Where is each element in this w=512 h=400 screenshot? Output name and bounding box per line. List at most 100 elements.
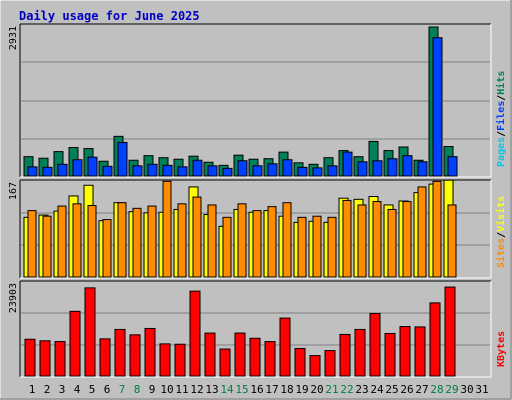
bar-files-day-20	[312, 167, 323, 177]
day-label: 8	[134, 383, 141, 396]
bar-sites-day-7	[117, 202, 127, 278]
legend-kbytes: KBytes	[496, 331, 507, 367]
bar-sites-day-10	[162, 180, 172, 278]
day-label: 28	[430, 383, 443, 396]
bar-kbytes-day-2	[39, 340, 51, 377]
bars-hits	[23, 26, 458, 177]
bar-sites-day-11	[177, 203, 187, 278]
panel-kbytes: 23903 KBytes	[8, 280, 507, 378]
day-label: 25	[385, 383, 398, 396]
day-label: 22	[340, 383, 353, 396]
bar-files-day-10	[162, 164, 173, 177]
bar-files-day-23	[357, 161, 368, 177]
day-label: 9	[149, 383, 156, 396]
legend-item: /	[496, 131, 507, 137]
bar-kbytes-day-7	[114, 328, 126, 377]
chart-title: Daily usage for June 2025	[19, 9, 200, 23]
bar-kbytes-day-11	[174, 343, 186, 377]
bar-sites-day-8	[132, 207, 142, 278]
bar-kbytes-day-20	[309, 355, 321, 377]
legend-item: KBytes	[496, 331, 507, 367]
day-label: 7	[119, 383, 126, 396]
bar-files-day-28	[432, 37, 443, 177]
day-label: 15	[235, 383, 248, 396]
day-label: 31	[475, 383, 488, 396]
bar-files-day-4	[72, 159, 83, 177]
bar-files-day-16	[252, 165, 263, 177]
bar-kbytes-day-6	[99, 338, 111, 377]
bar-sites-day-25	[387, 208, 397, 278]
bar-kbytes-day-18	[279, 317, 291, 377]
bar-sites-day-2	[42, 215, 52, 278]
bar-files-day-11	[177, 166, 188, 177]
bar-sites-day-13	[207, 204, 217, 278]
day-label: 14	[220, 383, 234, 396]
bar-kbytes-day-26	[399, 326, 411, 377]
day-label: 5	[89, 383, 96, 396]
bar-sites-day-29	[447, 204, 457, 278]
bar-files-day-2	[42, 166, 53, 177]
day-label: 19	[295, 383, 308, 396]
bar-sites-day-17	[267, 206, 277, 278]
bar-files-day-22	[342, 151, 353, 177]
bars-kbytes	[24, 286, 456, 377]
bar-sites-day-28	[432, 180, 442, 278]
bar-kbytes-day-5	[84, 287, 96, 377]
chart-panels: 2931Pages/Files/Hits167Sites/Visits23903…	[8, 23, 507, 378]
legend-item: Files	[495, 101, 507, 131]
bar-kbytes-day-22	[339, 333, 351, 377]
bar-files-day-12	[192, 159, 203, 177]
day-label: 27	[415, 383, 428, 396]
bar-sites-day-20	[312, 215, 322, 278]
bar-sites-day-23	[357, 204, 367, 278]
bar-files-day-29	[447, 156, 458, 177]
bar-sites-day-22	[342, 199, 352, 278]
bar-kbytes-day-10	[159, 343, 171, 377]
legend-item: /	[496, 232, 507, 238]
bar-sites-day-4	[72, 203, 82, 278]
bar-files-day-15	[237, 160, 248, 177]
bar-sites-day-24	[372, 201, 382, 278]
bar-kbytes-day-14	[219, 348, 231, 377]
day-label: 3	[59, 383, 66, 396]
bar-kbytes-day-9	[144, 327, 156, 377]
day-label: 18	[280, 383, 293, 396]
day-label: 11	[175, 383, 188, 396]
day-label: 12	[190, 383, 203, 396]
day-label: 4	[74, 383, 81, 396]
bar-kbytes-day-3	[54, 341, 66, 377]
bar-kbytes-day-27	[414, 326, 426, 377]
bar-files-day-19	[297, 166, 308, 177]
bar-sites-day-14	[222, 216, 232, 278]
day-label: 29	[445, 383, 458, 396]
bar-files-day-8	[132, 165, 143, 177]
bar-sites-day-12	[192, 196, 202, 278]
y-max-label-hits: 2931	[8, 26, 19, 50]
bar-files-day-27	[417, 161, 428, 177]
y-max-label-visits: 167	[8, 182, 19, 200]
bar-files-day-17	[267, 163, 278, 177]
bar-sites-day-27	[417, 186, 427, 278]
bar-kbytes-day-4	[69, 310, 81, 377]
bar-sites-day-26	[402, 201, 412, 278]
bar-kbytes-day-17	[264, 341, 276, 377]
day-label: 21	[325, 383, 338, 396]
bar-files-day-7	[117, 141, 128, 177]
bar-sites-day-21	[327, 216, 337, 278]
bar-sites-day-16	[252, 210, 262, 278]
bar-files-day-21	[327, 165, 338, 177]
x-axis-day-labels: 1 2 3 4 5 6 7 8 9 10 11 12 13 14 15 16 17 18 19 20 21 22 23 24 2…	[29, 383, 489, 396]
bar-files-day-26	[402, 155, 413, 177]
bar-files-day-24	[372, 160, 383, 177]
day-label: 16	[250, 383, 263, 396]
bar-files-day-13	[207, 165, 218, 177]
bar-files-day-14	[222, 167, 233, 177]
legend-item: /	[496, 95, 507, 101]
legend-item: Sites	[495, 238, 507, 268]
bar-kbytes-day-19	[294, 347, 306, 377]
bar-files-day-5	[87, 156, 98, 177]
bar-sites-day-18	[282, 202, 292, 278]
